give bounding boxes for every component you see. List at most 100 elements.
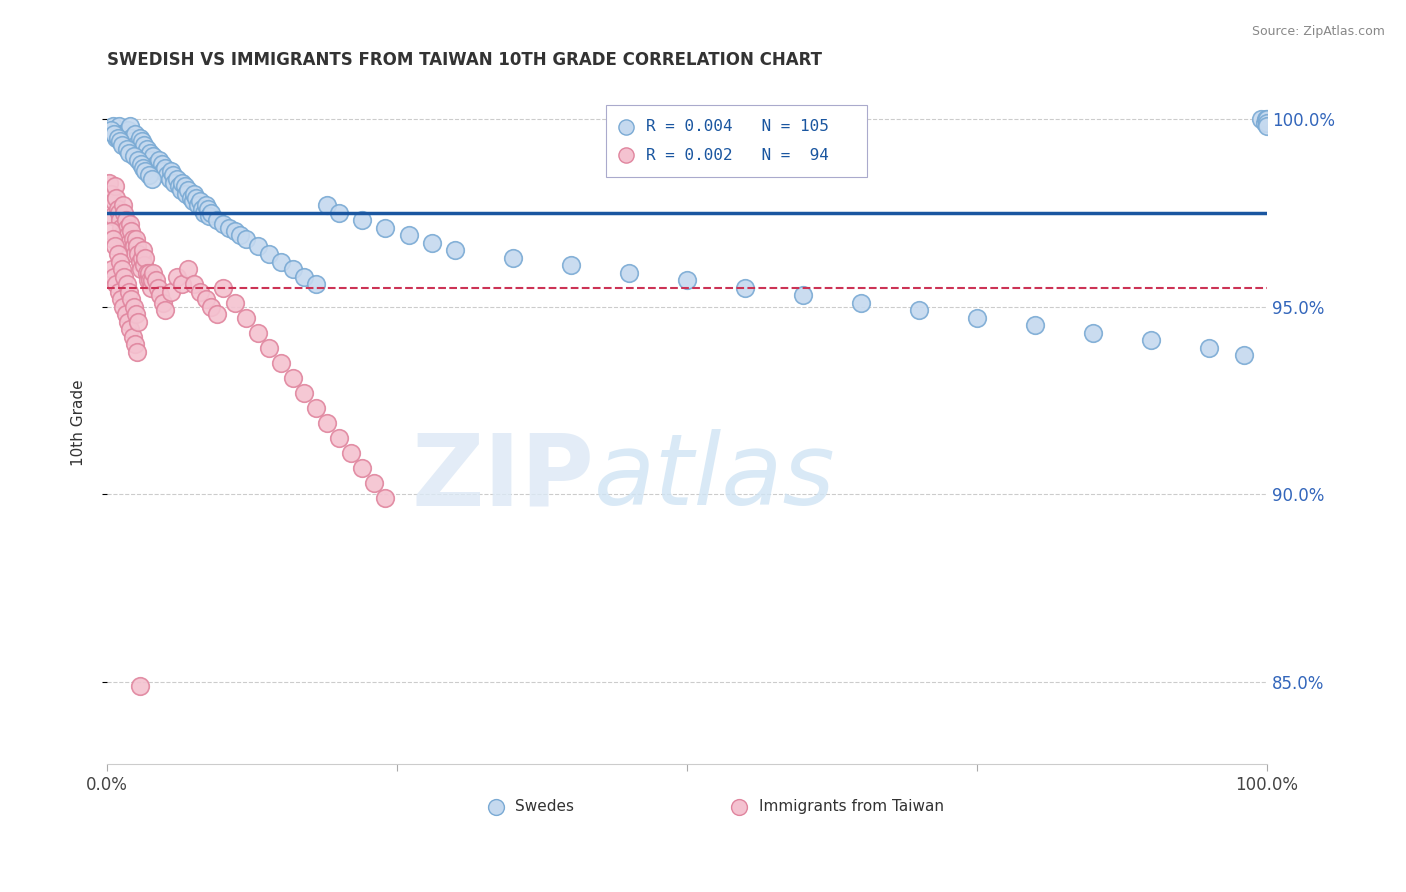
Point	[100, 262, 122, 277]
Point	[676, 273, 699, 287]
Point	[117, 315, 139, 329]
Point	[103, 194, 125, 209]
Point	[112, 130, 135, 145]
Point	[1256, 115, 1278, 129]
Point	[100, 186, 122, 201]
Point	[352, 213, 374, 227]
Point	[966, 310, 988, 325]
Point	[117, 123, 139, 137]
Point	[127, 247, 149, 261]
Point	[112, 300, 135, 314]
Point	[152, 295, 174, 310]
Point	[316, 198, 339, 212]
Point	[128, 679, 150, 693]
Point	[194, 292, 217, 306]
Point	[281, 262, 304, 277]
Point	[374, 491, 396, 505]
Point	[142, 149, 165, 163]
Point	[444, 244, 467, 258]
Point	[135, 142, 157, 156]
Point	[101, 232, 124, 246]
Point	[160, 164, 183, 178]
Point	[1256, 112, 1278, 126]
Point	[363, 475, 385, 490]
Point	[1198, 341, 1220, 355]
Point	[107, 130, 129, 145]
Point	[614, 362, 637, 376]
Point	[197, 202, 219, 216]
Point	[115, 277, 138, 291]
Point	[124, 247, 146, 261]
Point	[132, 161, 155, 175]
Point	[107, 120, 129, 134]
Point	[131, 251, 153, 265]
Point	[132, 244, 155, 258]
Point	[136, 149, 159, 163]
Point	[150, 157, 173, 171]
Point	[127, 315, 149, 329]
Point	[127, 142, 149, 156]
Point	[352, 461, 374, 475]
Point	[1140, 334, 1163, 348]
Point	[104, 239, 127, 253]
Point	[149, 288, 172, 302]
Point	[141, 172, 163, 186]
Point	[328, 431, 350, 445]
Point	[108, 254, 131, 268]
Point	[153, 161, 176, 175]
Point	[218, 220, 240, 235]
Point	[124, 337, 146, 351]
Point	[259, 341, 281, 355]
Point	[270, 356, 292, 370]
Point	[1253, 115, 1275, 129]
Point	[259, 247, 281, 261]
Text: Swedes: Swedes	[516, 799, 574, 814]
Point	[194, 198, 217, 212]
Point	[183, 186, 205, 201]
Point	[128, 130, 150, 145]
Point	[138, 168, 160, 182]
Point	[152, 164, 174, 178]
Point	[100, 198, 122, 212]
Point	[122, 300, 145, 314]
Point	[235, 232, 257, 246]
Point	[135, 266, 157, 280]
Point	[118, 145, 141, 160]
Point	[136, 273, 159, 287]
Point	[328, 205, 350, 219]
Point	[1256, 120, 1278, 134]
Point	[107, 205, 129, 219]
Point	[134, 258, 156, 272]
Point	[127, 239, 149, 253]
Point	[224, 295, 246, 310]
Point	[128, 254, 150, 268]
Point	[110, 127, 132, 141]
Point	[177, 262, 200, 277]
Point	[105, 130, 128, 145]
Point	[1254, 112, 1277, 126]
Point	[270, 254, 292, 268]
Point	[98, 176, 121, 190]
Point	[207, 213, 229, 227]
Point	[316, 416, 339, 430]
Point	[200, 300, 222, 314]
Point	[792, 288, 814, 302]
Point	[292, 385, 315, 400]
Point	[115, 220, 138, 235]
Point	[131, 135, 153, 149]
Point	[183, 277, 205, 291]
Point	[101, 120, 124, 134]
Point	[120, 217, 142, 231]
Point	[125, 138, 148, 153]
Point	[114, 269, 136, 284]
Point	[292, 269, 315, 284]
Point	[160, 285, 183, 299]
Point	[122, 239, 145, 253]
Point	[186, 191, 208, 205]
Point	[121, 232, 143, 246]
Point	[305, 401, 328, 415]
Point	[224, 225, 246, 239]
Point	[207, 307, 229, 321]
Point	[107, 285, 129, 299]
Point	[339, 446, 361, 460]
